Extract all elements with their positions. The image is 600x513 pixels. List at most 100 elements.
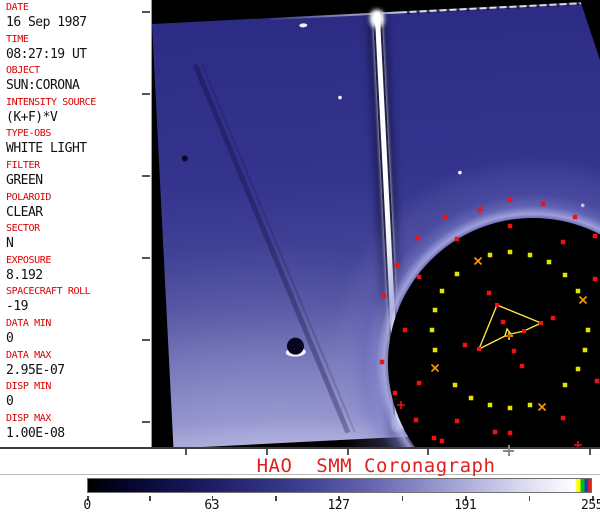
bottom-axis-tick <box>427 449 429 455</box>
field-label: DATE <box>6 2 29 13</box>
colorbar-tick-label: 63 <box>204 498 220 513</box>
colorbar-tick-label: 127 <box>327 498 350 513</box>
sidebar-field: DATA MAX 2.95E-07 <box>6 350 150 382</box>
red-fiducial-dot <box>442 214 448 220</box>
field-label: SPACECRAFT ROLL <box>6 286 91 298</box>
red-fiducial-dot <box>486 290 492 296</box>
sidebar-field: DISP MIN 0 <box>6 381 150 413</box>
fiducial-plus-icon <box>503 445 514 456</box>
sidebar-field: DATE 16 Sep 1987 <box>6 2 150 34</box>
polygon-vertex-dot <box>522 329 526 333</box>
red-fiducial-dot <box>402 327 408 333</box>
yellow-fiducial-dot <box>487 252 493 258</box>
yellow-fiducial-dot <box>468 395 474 401</box>
field-value: GREEN <box>6 172 43 188</box>
polygon-center-dot <box>508 335 510 337</box>
red-fiducial-dot <box>439 438 445 444</box>
polygon-vertex-dot <box>477 347 481 351</box>
orange-x-marker <box>537 402 547 412</box>
sidebar-field: TIME 08:27:19 UT <box>6 34 150 66</box>
field-label: POLAROID <box>6 191 51 203</box>
image-bottom-frame <box>0 447 600 449</box>
red-fiducial-dot <box>560 415 566 421</box>
field-label: TYPE-OBS <box>6 128 51 140</box>
red-fiducial-dot <box>454 236 460 242</box>
red-fiducial-dot <box>507 223 513 229</box>
red-fiducial-dot <box>594 378 600 384</box>
colorbar-major-tick <box>211 496 214 501</box>
red-fiducial-dot <box>592 233 598 239</box>
orange-x-marker <box>578 295 588 305</box>
colorbar-minor-tick <box>275 496 277 501</box>
yellow-fiducial-dot <box>439 288 445 294</box>
yellow-fiducial-dot <box>546 259 552 265</box>
sidebar-field: INTENSITY SOURCE (K+F)*V <box>6 97 150 129</box>
intensity-colorbar <box>87 478 592 493</box>
left-axis-tick <box>142 93 150 95</box>
colorbar-tick-label: 191 <box>454 498 477 513</box>
dark-dot-artifact <box>181 155 188 162</box>
field-label: INTENSITY SOURCE <box>6 96 96 108</box>
white-speck <box>299 23 308 28</box>
yellow-fiducial-dot <box>507 249 513 255</box>
field-label: EXPOSURE <box>6 254 51 266</box>
overlay-markers <box>379 197 600 448</box>
red-fiducial-dot <box>500 319 506 325</box>
field-value: 16 Sep 1987 <box>6 15 87 30</box>
yellow-fiducial-dot <box>527 252 533 258</box>
yellow-fiducial-dot <box>575 288 581 294</box>
bottom-axis-tick <box>185 449 187 455</box>
yellow-fiducial-dot <box>562 382 568 388</box>
field-label: DATA MAX <box>6 349 51 361</box>
field-value: 08:27:19 UT <box>6 46 87 62</box>
sidebar-field: SPACECRAFT ROLL -19 <box>6 286 150 318</box>
red-fiducial-dot <box>511 348 517 354</box>
colorbar-major-tick <box>592 496 594 501</box>
polygon-vertex-dot <box>539 321 543 325</box>
red-fiducial-dot <box>381 293 387 299</box>
field-label: FILTER <box>6 159 40 171</box>
yellow-fiducial-dot <box>429 327 435 333</box>
orange-x-marker <box>473 256 483 266</box>
field-value: 0 <box>6 394 14 410</box>
yellow-fiducial-dot <box>562 272 568 278</box>
field-value: 2.95E-07 <box>6 362 65 378</box>
sidebar-field: TYPE-OBS WHITE LIGHT <box>6 128 150 160</box>
field-value: 0 <box>6 330 14 346</box>
sidebar-field: FILTER GREEN <box>6 160 150 192</box>
left-axis-tick <box>142 339 150 341</box>
red-fiducial-dot <box>392 390 398 396</box>
colorbar-minor-tick <box>528 496 531 501</box>
bottom-axis-tick <box>266 449 268 455</box>
field-value: -19 <box>6 299 28 315</box>
sidebar-field: OBJECT SUN:CORONA <box>6 65 150 97</box>
red-fiducial-dot <box>550 315 556 321</box>
yellow-fiducial-dot <box>507 405 513 411</box>
colorbar-major-tick <box>465 496 467 501</box>
bottom-axis-tick <box>347 449 349 455</box>
field-value: N <box>6 236 14 252</box>
red-plus-marker <box>397 401 405 409</box>
red-fiducial-dot <box>519 363 525 369</box>
yellow-fiducial-dot <box>487 402 493 408</box>
yellow-fiducial-dot <box>575 366 581 372</box>
left-axis-tick <box>142 421 150 423</box>
dark-blob-artifact <box>286 337 304 355</box>
field-value: SUN:CORONA <box>6 78 80 94</box>
red-fiducial-dot <box>413 417 419 423</box>
red-fiducial-dot <box>492 429 498 435</box>
red-fiducial-dot <box>462 342 468 348</box>
yellow-fiducial-dot <box>454 271 460 277</box>
left-axis-tick <box>142 11 150 13</box>
instrument-title: HAO SMM Coronagraph <box>256 455 496 477</box>
red-fiducial-dot <box>415 235 421 241</box>
yellow-fiducial-dot <box>432 307 438 313</box>
polygon-vertex-dot <box>495 303 499 307</box>
colorbar-minor-tick <box>149 496 151 501</box>
red-fiducial-dot <box>431 435 437 441</box>
red-fiducial-dot <box>540 201 546 207</box>
sidebar-field: POLAROID CLEAR <box>6 192 150 224</box>
red-fiducial-dot <box>454 418 460 424</box>
yellow-fiducial-dot <box>432 347 438 353</box>
